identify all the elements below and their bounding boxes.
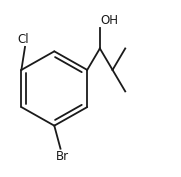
Text: Cl: Cl: [17, 33, 29, 46]
Text: OH: OH: [101, 14, 119, 27]
Text: Br: Br: [56, 150, 69, 162]
